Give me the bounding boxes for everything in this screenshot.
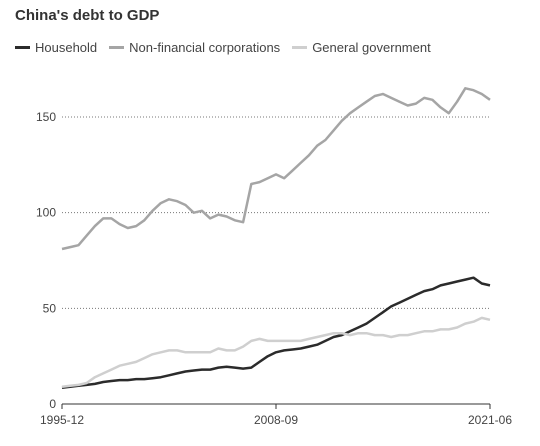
legend: Household Non-financial corporations Gen… xyxy=(15,40,431,55)
y-tick-label-50: 50 xyxy=(43,301,57,315)
series-line-general-government xyxy=(61,316,491,389)
legend-swatch-corporations xyxy=(109,46,125,49)
legend-item-household: Household xyxy=(15,40,97,55)
legend-swatch-government xyxy=(292,46,308,49)
y-tick-label-0: 0 xyxy=(49,397,56,411)
legend-label-government: General government xyxy=(312,40,431,55)
x-tick-label-2021-06: 2021-06 xyxy=(468,413,512,427)
x-tick-label-1995-12: 1995-12 xyxy=(40,413,84,427)
legend-item-government: General government xyxy=(292,40,431,55)
series-line-non-financial-corporations xyxy=(61,87,491,251)
legend-label-household: Household xyxy=(35,40,98,55)
x-tick-label-2008-09: 2008-09 xyxy=(254,413,298,427)
chart-title: China's debt to GDP xyxy=(15,7,160,24)
series-line-household xyxy=(61,276,491,389)
legend-item-corporations: Non-financial corporations xyxy=(109,40,280,55)
legend-swatch-household xyxy=(15,46,30,49)
y-tick-label-150: 150 xyxy=(36,110,56,124)
legend-label-corporations: Non-financial corporations xyxy=(129,40,281,55)
y-tick-label-100: 100 xyxy=(36,206,56,220)
